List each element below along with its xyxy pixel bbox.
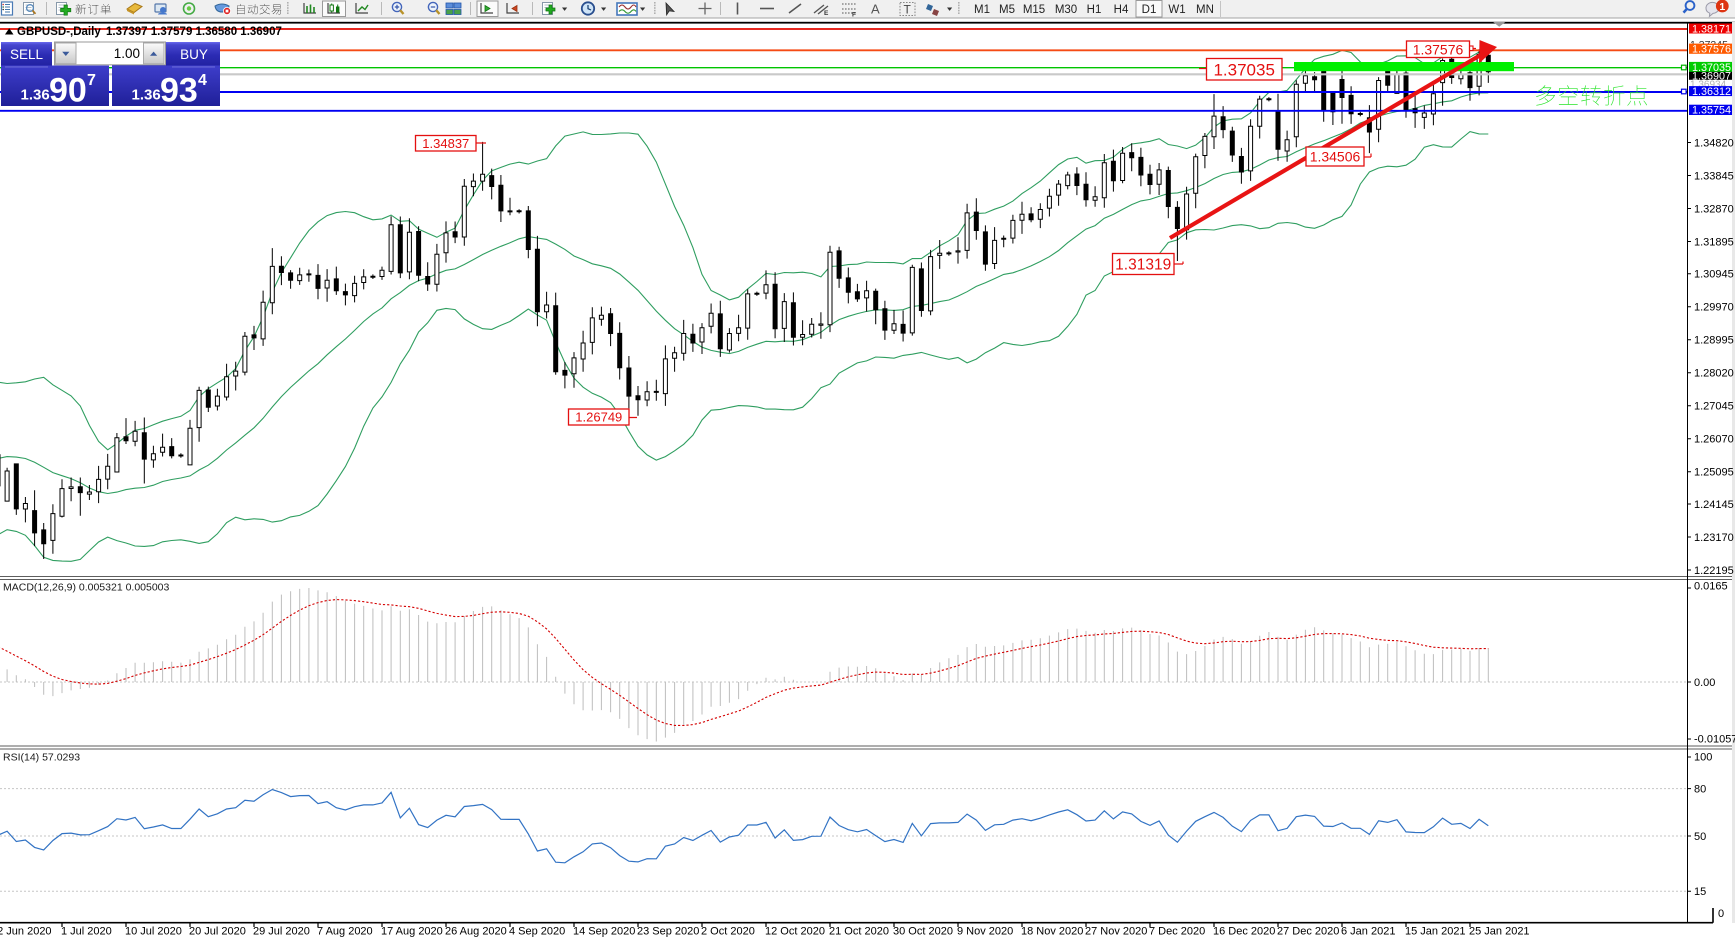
svg-text:14 Sep 2020: 14 Sep 2020 <box>573 926 635 938</box>
svg-text:1.32870: 1.32870 <box>1694 203 1734 215</box>
svg-text:E: E <box>824 10 829 17</box>
svg-text:2 Oct 2020: 2 Oct 2020 <box>701 926 755 938</box>
svg-text:1.23170: 1.23170 <box>1694 532 1734 544</box>
svg-text:27 Nov 2020: 27 Nov 2020 <box>1085 926 1147 938</box>
svg-text:23 Sep 2020: 23 Sep 2020 <box>637 926 699 938</box>
svg-text:1.37576: 1.37576 <box>1413 41 1464 57</box>
svg-text:100: 100 <box>1694 752 1712 764</box>
svg-text:1.31319: 1.31319 <box>1115 257 1171 274</box>
svg-text:T: T <box>904 3 912 17</box>
svg-text:1.29970: 1.29970 <box>1694 302 1734 314</box>
svg-text:80: 80 <box>1694 783 1706 795</box>
svg-text:9 Nov 2020: 9 Nov 2020 <box>957 926 1013 938</box>
svg-text:BUY: BUY <box>180 47 208 62</box>
svg-text:7 Aug 2020: 7 Aug 2020 <box>317 926 373 938</box>
svg-text:4 Sep 2020: 4 Sep 2020 <box>509 926 565 938</box>
svg-text:0.0165: 0.0165 <box>1694 581 1728 593</box>
svg-text:D1: D1 <box>1142 4 1157 16</box>
svg-text:17 Aug 2020: 17 Aug 2020 <box>381 926 443 938</box>
svg-text:20 Jul 2020: 20 Jul 2020 <box>189 926 246 938</box>
svg-text:1.36934: 1.36934 <box>1690 80 1727 91</box>
svg-text:1.36312: 1.36312 <box>1692 86 1731 98</box>
svg-text:1.26749: 1.26749 <box>575 410 622 425</box>
svg-text:21 Oct 2020: 21 Oct 2020 <box>829 926 889 938</box>
svg-text:H4: H4 <box>1114 4 1129 16</box>
svg-text:H1: H1 <box>1087 4 1102 16</box>
svg-text:0: 0 <box>1718 908 1724 920</box>
svg-text:1: 1 <box>1719 1 1725 13</box>
svg-text:1.37576: 1.37576 <box>1692 44 1731 56</box>
svg-text:1.33845: 1.33845 <box>1694 170 1734 182</box>
svg-text:1.00: 1.00 <box>114 46 140 61</box>
svg-text:1.38171: 1.38171 <box>1692 23 1731 35</box>
svg-text:18 Nov 2020: 18 Nov 2020 <box>1021 926 1083 938</box>
svg-text:RSI(14) 57.0293: RSI(14) 57.0293 <box>3 752 80 764</box>
svg-text:1.36: 1.36 <box>21 87 50 104</box>
svg-text:A: A <box>871 2 880 17</box>
svg-text:1.31895: 1.31895 <box>1694 236 1734 248</box>
svg-text:1.27045: 1.27045 <box>1694 401 1734 413</box>
svg-text:90: 90 <box>49 72 87 110</box>
svg-text:1 Jul 2020: 1 Jul 2020 <box>61 926 112 938</box>
svg-text:F: F <box>852 12 856 19</box>
svg-text:1.36: 1.36 <box>132 87 161 104</box>
svg-text:1.28995: 1.28995 <box>1694 335 1734 347</box>
svg-text:1.37035: 1.37035 <box>1692 62 1731 74</box>
svg-text:M1: M1 <box>974 4 990 16</box>
svg-text:1.30945: 1.30945 <box>1694 269 1734 281</box>
svg-text:10 Jul 2020: 10 Jul 2020 <box>125 926 182 938</box>
svg-text:MN: MN <box>1196 4 1214 16</box>
svg-text:4: 4 <box>198 72 207 89</box>
svg-text:16 Dec 2020: 16 Dec 2020 <box>1213 926 1275 938</box>
svg-text:M30: M30 <box>1055 4 1077 16</box>
svg-text:26 Aug 2020: 26 Aug 2020 <box>445 926 507 938</box>
svg-text:7 Dec 2020: 7 Dec 2020 <box>1149 926 1205 938</box>
svg-text:1.34820: 1.34820 <box>1694 137 1734 149</box>
svg-text:1.22195: 1.22195 <box>1694 565 1734 577</box>
svg-text:29 Jul 2020: 29 Jul 2020 <box>253 926 310 938</box>
svg-text:15: 15 <box>1694 886 1706 898</box>
svg-text:6 Jan 2021: 6 Jan 2021 <box>1341 926 1395 938</box>
svg-text:1.34506: 1.34506 <box>1310 149 1361 165</box>
svg-text:50: 50 <box>1694 831 1706 843</box>
svg-text:1.34837: 1.34837 <box>422 136 469 151</box>
svg-text:GBPUSD-,Daily: GBPUSD-,Daily <box>17 26 101 38</box>
svg-text:1.36907: 1.36907 <box>1692 71 1731 83</box>
svg-text:M15: M15 <box>1023 4 1045 16</box>
svg-text:7: 7 <box>87 72 96 89</box>
svg-text:W1: W1 <box>1168 4 1185 16</box>
svg-text:25 Jan 2021: 25 Jan 2021 <box>1469 926 1530 938</box>
svg-text:MACD(12,26,9) 0.005321 0.00500: MACD(12,26,9) 0.005321 0.005003 <box>3 582 170 594</box>
svg-text:1.24145: 1.24145 <box>1694 499 1734 511</box>
svg-text:93: 93 <box>160 72 198 110</box>
svg-text:1.28020: 1.28020 <box>1694 368 1734 380</box>
svg-text:1.37035: 1.37035 <box>1213 60 1274 79</box>
svg-text:30 Oct 2020: 30 Oct 2020 <box>893 926 953 938</box>
svg-text:12 Oct 2020: 12 Oct 2020 <box>765 926 825 938</box>
svg-text:1.35754: 1.35754 <box>1692 105 1731 117</box>
svg-text:15 Jan 2021: 15 Jan 2021 <box>1405 926 1466 938</box>
svg-text:27 Dec 2020: 27 Dec 2020 <box>1277 926 1339 938</box>
svg-text:1.37397 1.37579 1.36580 1.3690: 1.37397 1.37579 1.36580 1.36907 <box>106 26 282 38</box>
svg-text:M5: M5 <box>999 4 1015 16</box>
svg-text:1.26070: 1.26070 <box>1694 434 1734 446</box>
svg-text:1.25095: 1.25095 <box>1694 467 1734 479</box>
svg-text:22 Jun 2020: 22 Jun 2020 <box>0 926 52 938</box>
svg-text:SELL: SELL <box>10 47 44 62</box>
svg-text:0.00: 0.00 <box>1694 677 1715 689</box>
